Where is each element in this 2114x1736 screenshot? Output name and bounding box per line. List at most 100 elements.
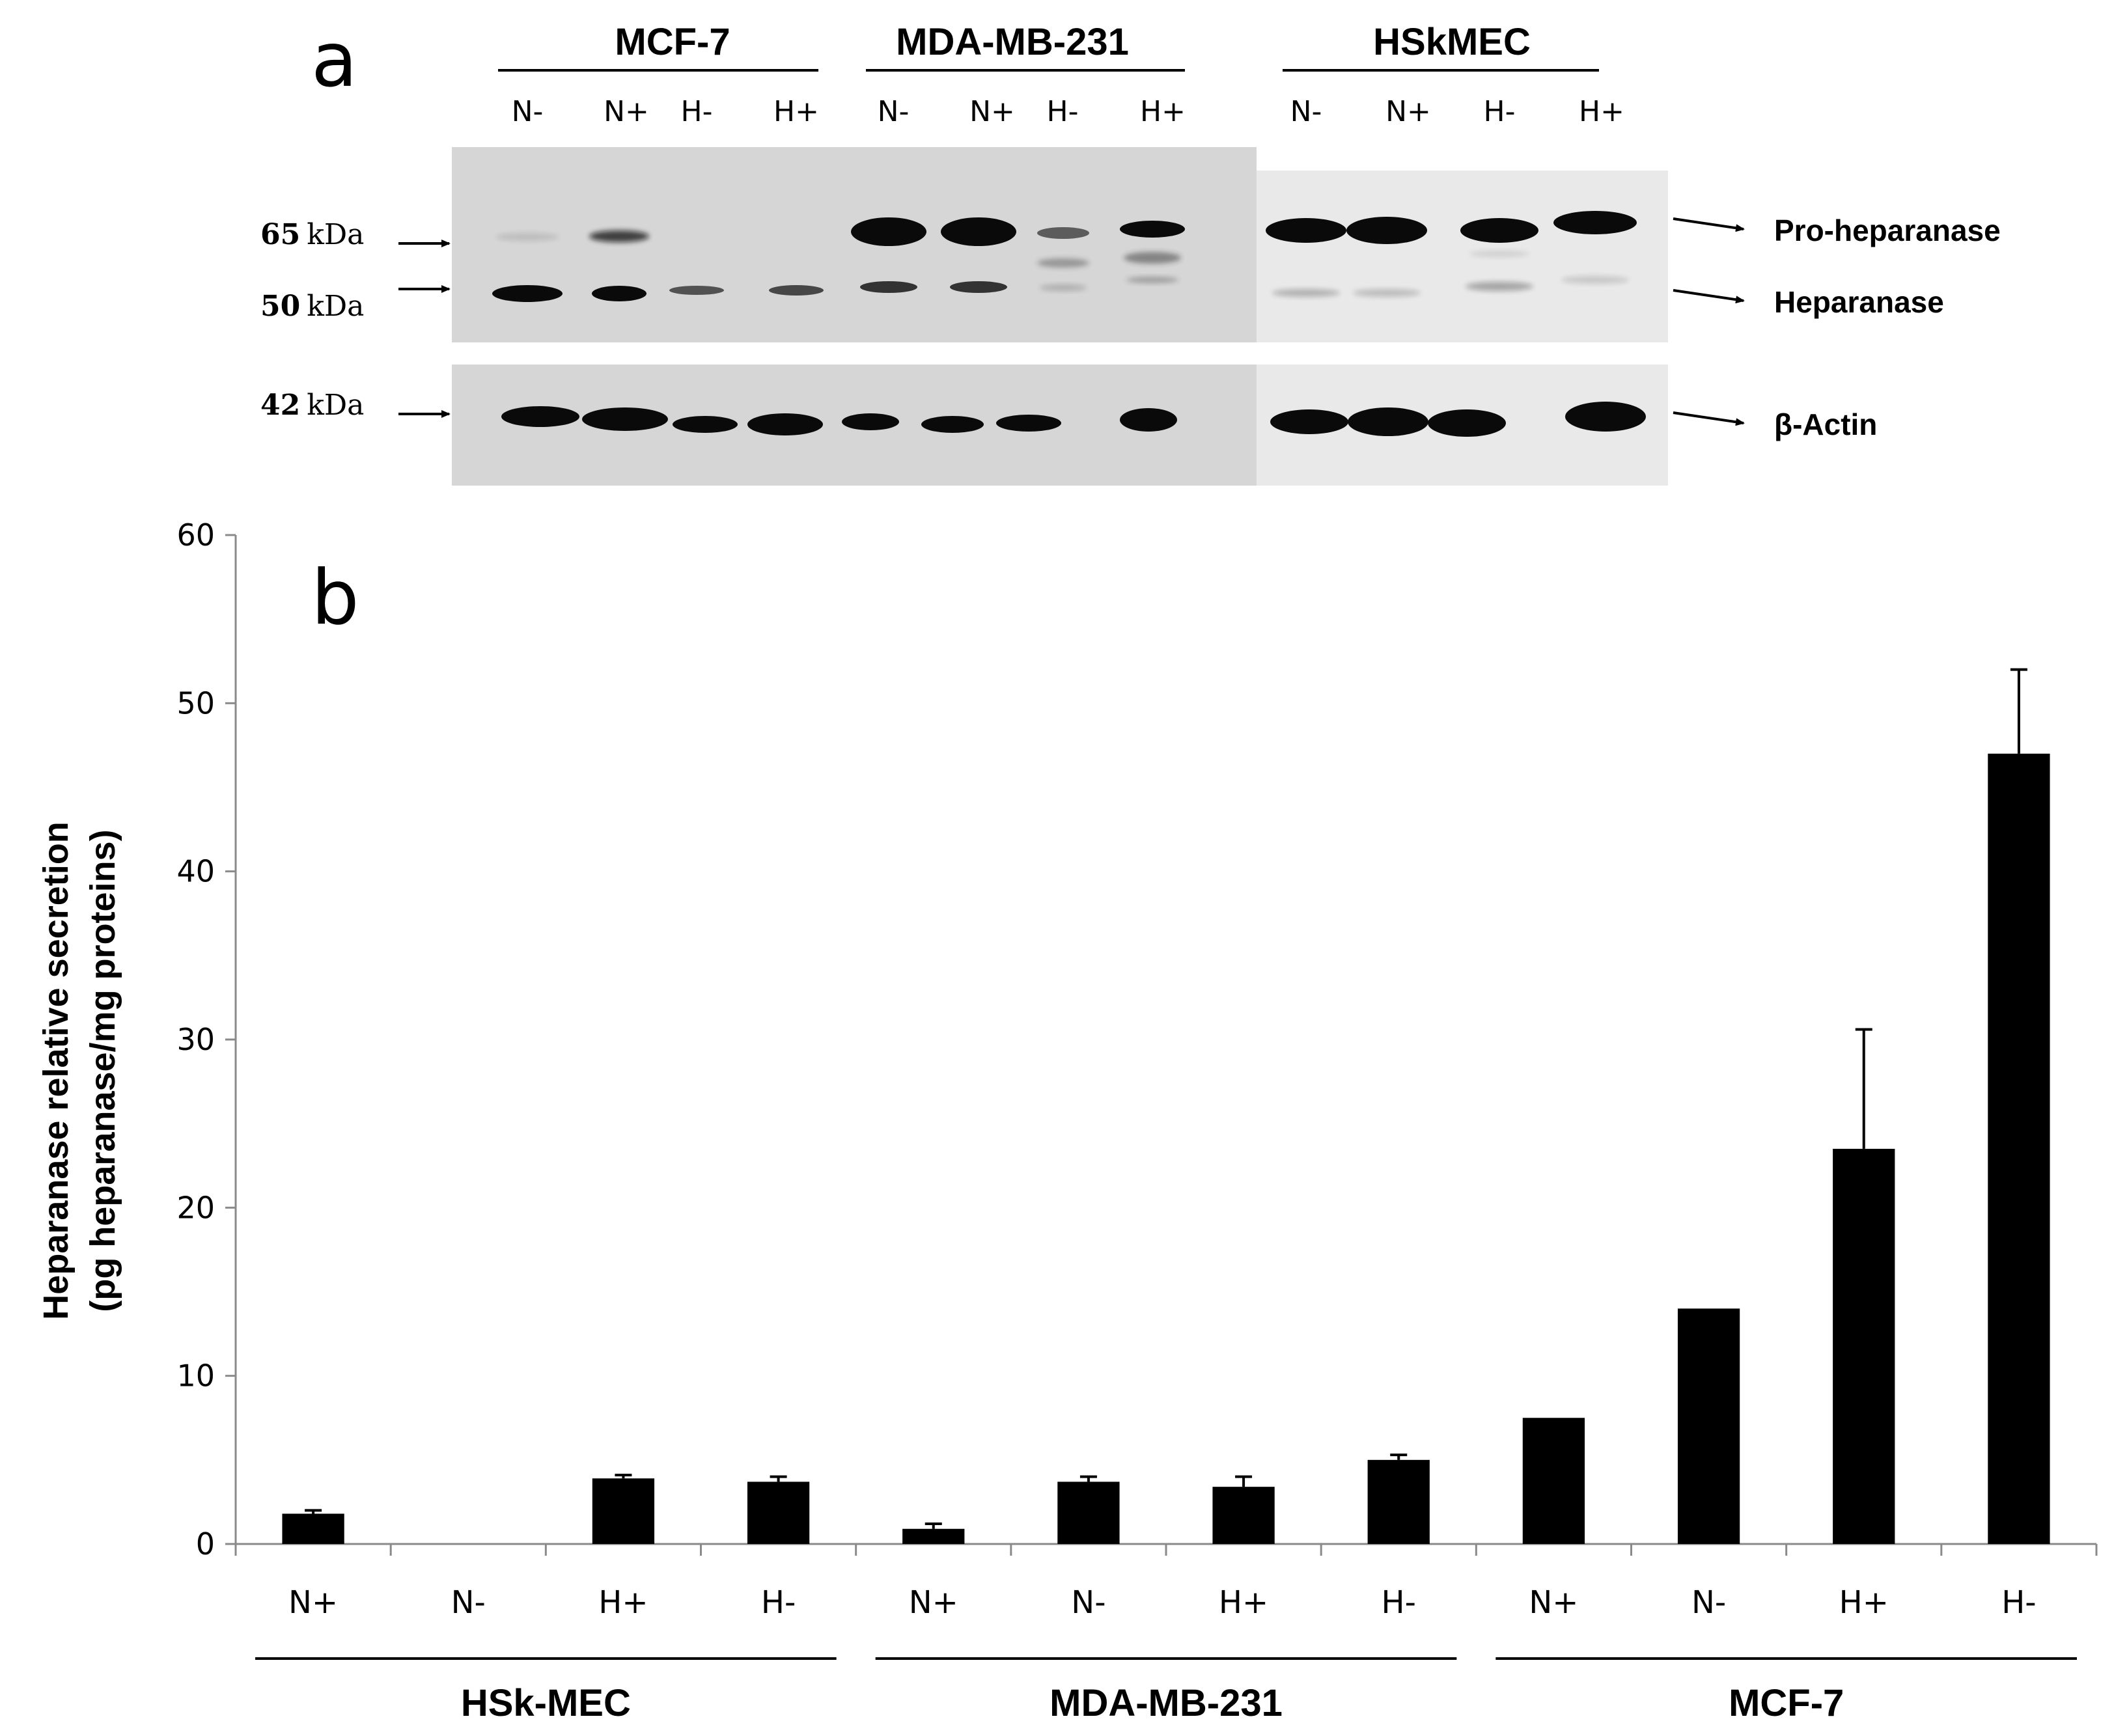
group-label-mcf7: MCF-7 bbox=[615, 21, 730, 63]
group-label-hskmec: HSkMEC bbox=[1373, 21, 1531, 63]
band bbox=[1553, 211, 1637, 234]
category-label: N- bbox=[451, 1584, 486, 1621]
category-label: H+ bbox=[1219, 1584, 1268, 1621]
y-tick-label: 10 bbox=[176, 1358, 215, 1394]
band bbox=[996, 415, 1061, 432]
band bbox=[1124, 252, 1181, 264]
category-labels: N+ N- H+ H- N+ N- H+ H- N+ N- H+ H- bbox=[288, 1584, 2037, 1621]
lane-label: H+ bbox=[1579, 95, 1624, 128]
error-bars bbox=[305, 668, 2027, 1529]
label-heparanase: Heparanase bbox=[1774, 285, 1944, 319]
bar bbox=[1057, 1481, 1120, 1544]
band bbox=[921, 416, 984, 433]
band bbox=[1037, 258, 1089, 268]
y-tick-label: 30 bbox=[176, 1022, 215, 1057]
blot-top-right bbox=[1257, 171, 1668, 342]
lane-label: H- bbox=[1047, 95, 1079, 128]
band bbox=[673, 416, 738, 433]
band bbox=[747, 413, 823, 435]
bar bbox=[1522, 1418, 1585, 1544]
lane-label: N- bbox=[512, 95, 544, 128]
band bbox=[851, 217, 926, 246]
band bbox=[1561, 276, 1629, 284]
bar bbox=[282, 1513, 344, 1544]
band bbox=[1120, 221, 1185, 238]
band bbox=[941, 217, 1016, 246]
marker-num: 50 bbox=[260, 290, 300, 323]
bar bbox=[1833, 1148, 1895, 1544]
category-label: N+ bbox=[288, 1584, 338, 1621]
category-label: N+ bbox=[1529, 1584, 1578, 1621]
band bbox=[1353, 289, 1421, 297]
band bbox=[860, 281, 917, 293]
category-label: N+ bbox=[909, 1584, 958, 1621]
y-axis-title-line1: Heparanase relative secretion bbox=[36, 821, 76, 1319]
band bbox=[1466, 282, 1533, 291]
category-label: H+ bbox=[1839, 1584, 1889, 1621]
group-labels: HSk-MEC MDA-MB-231 MCF-7 bbox=[255, 1657, 2077, 1724]
lane-label: H- bbox=[681, 95, 713, 128]
band bbox=[950, 281, 1007, 293]
y-axis-title-line2: (pg heparanase/mg proteins) bbox=[83, 829, 122, 1312]
band bbox=[1126, 277, 1178, 283]
bars bbox=[282, 753, 2050, 1544]
y-tick-label: 0 bbox=[196, 1526, 215, 1562]
marker-num: 42 bbox=[260, 389, 300, 422]
marker-unit: kDa bbox=[307, 218, 364, 251]
group-label: MDA-MB-231 bbox=[1050, 1682, 1283, 1724]
band bbox=[1469, 251, 1529, 257]
blot-top-left bbox=[452, 147, 1257, 342]
lane-label: N+ bbox=[1385, 95, 1431, 128]
marker-unit: kDa bbox=[307, 389, 364, 422]
band bbox=[1348, 407, 1428, 436]
bar bbox=[1988, 753, 2050, 1544]
y-tick-label: 50 bbox=[176, 685, 215, 721]
category-label: H+ bbox=[598, 1584, 648, 1621]
bar bbox=[902, 1528, 965, 1544]
band bbox=[1040, 284, 1087, 291]
kda-markers: 65 kDa 50 kDa 42 kDa bbox=[260, 218, 451, 422]
lane-label: N+ bbox=[969, 95, 1015, 128]
y-tick-label: 20 bbox=[176, 1190, 215, 1225]
band bbox=[769, 285, 824, 296]
lane-labels: N- N+ H- H+ N- N+ H- H+ N- N+ H- H+ bbox=[512, 95, 1624, 128]
band bbox=[669, 286, 724, 295]
band bbox=[1565, 402, 1646, 432]
band bbox=[501, 406, 579, 427]
category-label: N- bbox=[1071, 1584, 1106, 1621]
marker-65-kda: 65 kDa bbox=[260, 218, 364, 251]
bands-intermediate bbox=[1037, 251, 1529, 283]
band bbox=[1120, 408, 1177, 432]
bands-pro-heparanase bbox=[496, 211, 1637, 246]
band-labels: Pro-heparanase Heparanase β-Actin bbox=[1673, 214, 2001, 441]
category-label: H- bbox=[2001, 1584, 2036, 1621]
lane-label: H+ bbox=[773, 95, 819, 128]
label-pro-heparanase: Pro-heparanase bbox=[1774, 214, 2001, 247]
panel-b-letter: b bbox=[311, 554, 359, 642]
marker-unit: kDa bbox=[307, 290, 364, 323]
band bbox=[589, 230, 649, 242]
marker-num: 65 bbox=[260, 218, 300, 251]
bar bbox=[592, 1478, 655, 1544]
bar bbox=[747, 1481, 810, 1544]
category-label: N- bbox=[1691, 1584, 1726, 1621]
band-arrow bbox=[1673, 289, 1745, 304]
band bbox=[1428, 409, 1506, 437]
panel-b: b Heparanase relative secretion (pg hepa… bbox=[36, 517, 2098, 1724]
group-label: HSk-MEC bbox=[461, 1682, 631, 1724]
category-label: H- bbox=[761, 1584, 796, 1621]
y-ticks: 0 10 20 30 40 50 60 bbox=[176, 517, 236, 1562]
x-ticks bbox=[234, 1544, 2098, 1556]
marker-42-kda: 42 kDa bbox=[260, 389, 364, 422]
band bbox=[1266, 218, 1346, 243]
band bbox=[496, 233, 559, 241]
band bbox=[1270, 409, 1348, 434]
band bbox=[492, 285, 563, 302]
marker-50-kda: 50 kDa bbox=[260, 290, 364, 323]
bar bbox=[1367, 1459, 1430, 1544]
panel-a-letter: a bbox=[311, 16, 357, 104]
y-tick-label: 40 bbox=[176, 854, 215, 889]
band-arrow bbox=[1673, 217, 1745, 232]
band bbox=[1460, 218, 1538, 243]
lane-label: H- bbox=[1484, 95, 1516, 128]
